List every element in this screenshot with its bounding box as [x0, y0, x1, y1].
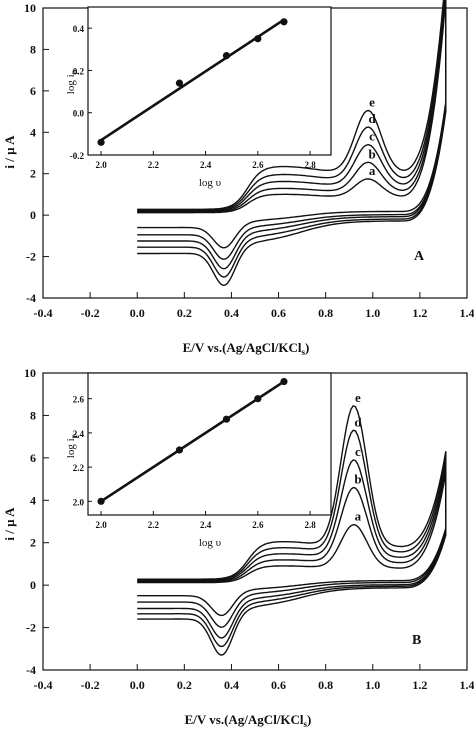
panel-a-x-tick-label: 0.6 [271, 306, 286, 320]
panel-b-inset-x-axis-title: log υ [199, 537, 222, 549]
panel-b-inset-y-axis-title-text: log i [65, 438, 77, 458]
panel-b-inset-point [97, 498, 104, 505]
panel-a-x-tick-label: -0.4 [34, 306, 53, 320]
panel-a-inset-y-axis-title: log ip [65, 69, 79, 94]
panel-a-inset-x-tick-label: 2.0 [95, 160, 107, 170]
panel-a-inset-y-axis-title-text: log i [65, 74, 77, 94]
panel-a-x-tick-label: 0.0 [130, 306, 145, 320]
panel-b-inset-y-tick-label: 2.0 [73, 497, 85, 507]
panel-a-chart: -0.4 -0.2 0.0 0.2 0.4 0.6 0.8 1.0 1.2 1.4 -4 -2 0 2 4 6… [2, 0, 474, 357]
panel-a-y-tick-label: -4 [26, 291, 36, 305]
panel-a-y-axis-title: i / µ A [2, 135, 17, 169]
panel-b-inset-y-tick-label: 2.6 [73, 395, 85, 405]
panel-a-y-tick-label: 6 [30, 84, 36, 98]
panel-b-inset-y-tick-label: 2.2 [73, 463, 85, 473]
panel-b-y-tick-label: 8 [30, 408, 36, 422]
panel-b-inset-point [254, 395, 261, 402]
panel-b-curve-label-e: e [355, 390, 361, 405]
panel-a-x-tick-label: 0.8 [318, 306, 333, 320]
panel-a-y-tick-label: 4 [30, 125, 36, 139]
panel-b-inset-y-axis-title: log ip [65, 433, 79, 458]
panel-b-inset-background [88, 373, 331, 515]
panel-b-inset-point [280, 378, 287, 385]
panel-b-inset-x-tick-label: 2.6 [252, 520, 264, 530]
panel-a-y-tick-label: 0 [30, 208, 36, 222]
panel-b-y-tick-label: -2 [26, 621, 36, 635]
panel-b-letter: B [412, 633, 421, 648]
panel-b-inset-y-axis-title-subscript: p [69, 433, 79, 438]
panel-b-inset-x-tick-label: 2.2 [148, 520, 160, 530]
panel-a-inset-point [223, 52, 230, 59]
panel-b-curve-label-a: a [355, 509, 362, 524]
panel-b-inset-point [176, 446, 183, 453]
panel-a-x-axis-title-close: ) [305, 340, 309, 355]
panel-a-inset-x-tick-label: 2.2 [148, 160, 160, 170]
panel-b-chart: -0.4 -0.2 0.0 0.2 0.4 0.6 0.8 1.0 1.2 1.4 -4 -2 0 2 4 6… [2, 366, 474, 729]
panel-b-x-axis-title-close: ) [307, 712, 311, 727]
panel-a-inset-x-axis-title: log υ [199, 177, 222, 189]
panel-a-curve-label-c: c [369, 129, 375, 144]
panel-a-inset-y-tick-label: 0.4 [73, 24, 85, 34]
panel-b-x-tick-label: 0.0 [130, 678, 145, 692]
panel-b-y-tick-label: 2 [30, 536, 36, 550]
panel-a-inset-background [88, 7, 331, 155]
panel-a-y-tick-label: 2 [30, 167, 36, 181]
panel-a-inset-y-tick-label: -0.2 [70, 151, 85, 161]
panel-a-x-tick-label: 1.4 [460, 306, 474, 320]
panel-b-inset-x-tick-label: 2.0 [95, 520, 107, 530]
panel-a-inset-x-tick-label: 2.8 [304, 160, 316, 170]
panel-a-inset-x-tick-label: 2.4 [200, 160, 212, 170]
panel-a-curve-label-e: e [369, 95, 375, 110]
panel-b-inset-x-tick-label: 2.8 [304, 520, 316, 530]
panel-b-x-tick-label: 0.8 [318, 678, 333, 692]
panel-b-x-tick-label: 0.6 [271, 678, 286, 692]
panel-a-y-tick-label: 10 [24, 1, 36, 15]
panel-b-y-tick-label: 10 [24, 366, 36, 380]
panel-a-y-tick-label: 8 [30, 42, 36, 56]
panel-a-inset-x-tick-label: 2.6 [252, 160, 264, 170]
panel-a-inset-y-tick-label: 0.0 [73, 109, 85, 119]
panel-b-x-tick-label: -0.4 [34, 678, 53, 692]
panel-b-inset-x-tick-label: 2.4 [200, 520, 212, 530]
panel-a-inset-point [176, 80, 183, 87]
panel-b-y-tick-label: 0 [30, 578, 36, 592]
panel-a-x-axis-title: E/V vs.(Ag/AgCl/KCls) [183, 340, 310, 357]
panel-a-inset-y-axis-title-subscript: p [69, 69, 79, 74]
panel-a-inset-point [97, 139, 104, 146]
panel-b-x-axis-title-text: E/V vs.(Ag/AgCl/KCl [185, 712, 304, 727]
panel-a-letter: A [414, 249, 425, 264]
panel-b-x-tick-label: 0.2 [177, 678, 192, 692]
panel-b-inset-point [223, 416, 230, 423]
panel-b-y-tick-label: -4 [26, 663, 36, 677]
panel-a-x-tick-label: 1.0 [365, 306, 380, 320]
panel-b-x-tick-label: 1.2 [412, 678, 427, 692]
panel-a-x-tick-label: 0.4 [224, 306, 239, 320]
panel-a-x-axis-title-text: E/V vs.(Ag/AgCl/KCl [183, 340, 302, 355]
panel-b-y-axis-title: i / µ A [2, 507, 17, 541]
panel-a-inset-point [280, 18, 287, 25]
panel-b-x-tick-label: 1.0 [365, 678, 380, 692]
panel-b-y-tick-label: 4 [30, 493, 36, 507]
panel-b-x-tick-label: 1.4 [460, 678, 474, 692]
panel-a-x-tick-label: 0.2 [177, 306, 192, 320]
panel-a-y-tick-label: -2 [26, 250, 36, 264]
panel-b-y-tick-label: 6 [30, 451, 36, 465]
panel-a-x-tick-label: -0.2 [81, 306, 100, 320]
panel-b-x-tick-label: 0.4 [224, 678, 239, 692]
panel-b-x-tick-label: -0.2 [81, 678, 100, 692]
panel-a-x-tick-label: 1.2 [412, 306, 427, 320]
panel-a-inset-point [254, 35, 261, 42]
panel-b-x-axis-title: E/V vs.(Ag/AgCl/KCls) [185, 712, 312, 729]
